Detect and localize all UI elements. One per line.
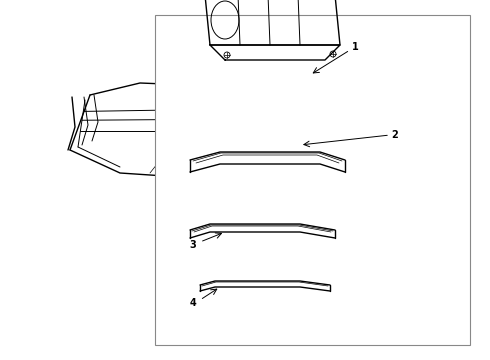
Text: 4: 4 (190, 298, 196, 308)
Text: 2: 2 (392, 130, 398, 140)
Text: 1: 1 (352, 42, 358, 52)
Text: 3: 3 (190, 240, 196, 250)
Bar (155, 15, 470, 345)
